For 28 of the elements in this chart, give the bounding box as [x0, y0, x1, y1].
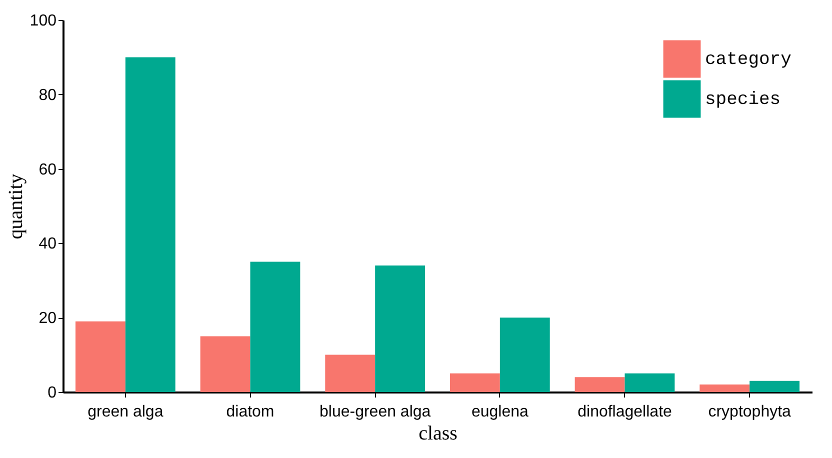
y-tick-label: 0 [48, 384, 57, 402]
bar [375, 266, 426, 392]
y-tick-label: 100 [30, 12, 57, 30]
bar [250, 262, 300, 392]
bar [750, 380, 800, 392]
bar [450, 373, 500, 392]
y-tick-label: 80 [38, 86, 57, 104]
x-tick-label: green alga [88, 404, 164, 420]
x-axis-title: class [418, 422, 458, 444]
bar [700, 384, 750, 392]
x-tick-label: cryptophyta [708, 404, 792, 420]
x-tick-label: euglena [471, 404, 528, 420]
y-tick-label: 20 [38, 310, 57, 328]
x-tick-label: blue-green alga [319, 404, 431, 420]
bar [500, 318, 550, 392]
bar [75, 321, 126, 392]
y-tick-label: 40 [38, 236, 57, 253]
y-axis-title: quantity [4, 174, 27, 240]
x-tick-label: dinoflagellate [578, 404, 672, 420]
x-tick-label: diatom [226, 404, 274, 420]
bar [200, 336, 250, 392]
legend-label: category [705, 50, 792, 70]
bar [325, 354, 376, 392]
y-tick-label: 60 [38, 161, 57, 178]
bar [574, 377, 625, 392]
bar [125, 57, 176, 392]
legend-label: species [705, 90, 781, 110]
bar [624, 373, 675, 392]
